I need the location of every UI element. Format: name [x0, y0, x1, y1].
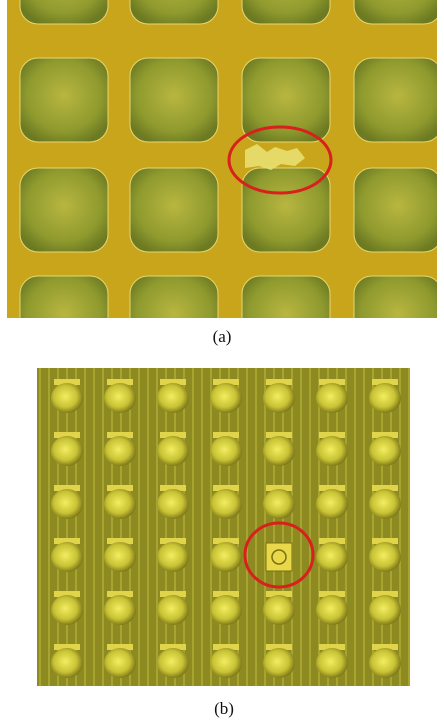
solder-bump [210, 383, 242, 413]
solder-bump [104, 542, 136, 572]
solder-bump [263, 595, 295, 625]
solder-bump [316, 489, 348, 519]
solder-bump [210, 542, 242, 572]
solder-bump [51, 489, 83, 519]
page: (a) (b) (() => { const data = JSON.parse… [0, 0, 444, 723]
pad [242, 0, 330, 24]
solder-bump [157, 489, 189, 519]
pad [130, 276, 218, 360]
solder-bump [104, 436, 136, 466]
solder-bump [263, 383, 295, 413]
solder-bump [263, 648, 295, 678]
pad [242, 58, 330, 142]
solder-bump [369, 595, 401, 625]
solder-bump [157, 648, 189, 678]
solder-bump [369, 489, 401, 519]
pad [242, 276, 330, 360]
solder-bump [51, 436, 83, 466]
caption: (a) [213, 327, 232, 346]
figure: (a) (b) [0, 0, 444, 723]
solder-bump [104, 383, 136, 413]
solder-bump [316, 383, 348, 413]
pad [20, 168, 108, 252]
solder-bump [263, 436, 295, 466]
solder-bump [369, 383, 401, 413]
solder-bump [51, 595, 83, 625]
pad [20, 0, 108, 24]
pad [130, 58, 218, 142]
solder-bump [51, 383, 83, 413]
solder-bump [369, 648, 401, 678]
solder-bump [51, 542, 83, 572]
solder-bump [104, 648, 136, 678]
solder-bump [316, 648, 348, 678]
caption: (b) [214, 699, 234, 718]
pad [354, 168, 442, 252]
solder-bump [316, 436, 348, 466]
pad [354, 0, 442, 24]
solder-bump [157, 383, 189, 413]
background [7, 0, 437, 318]
solder-bump [157, 542, 189, 572]
solder-bump [157, 436, 189, 466]
solder-bump [157, 595, 189, 625]
pad [354, 58, 442, 142]
solder-bump [316, 542, 348, 572]
pad [130, 168, 218, 252]
pad [354, 276, 442, 360]
micrograph-a [7, 0, 442, 360]
pad [20, 58, 108, 142]
solder-bump [210, 648, 242, 678]
pad [20, 276, 108, 360]
micrograph-b [37, 368, 410, 686]
solder-bump [316, 595, 348, 625]
solder-bump [210, 489, 242, 519]
solder-bump [210, 436, 242, 466]
solder-bump [210, 595, 242, 625]
solder-bump [51, 648, 83, 678]
solder-bump [104, 489, 136, 519]
solder-bump [369, 542, 401, 572]
solder-bump [104, 595, 136, 625]
empty-pad [266, 543, 292, 571]
pad [130, 0, 218, 24]
solder-bump [263, 489, 295, 519]
solder-bump [369, 436, 401, 466]
pad [242, 168, 330, 252]
